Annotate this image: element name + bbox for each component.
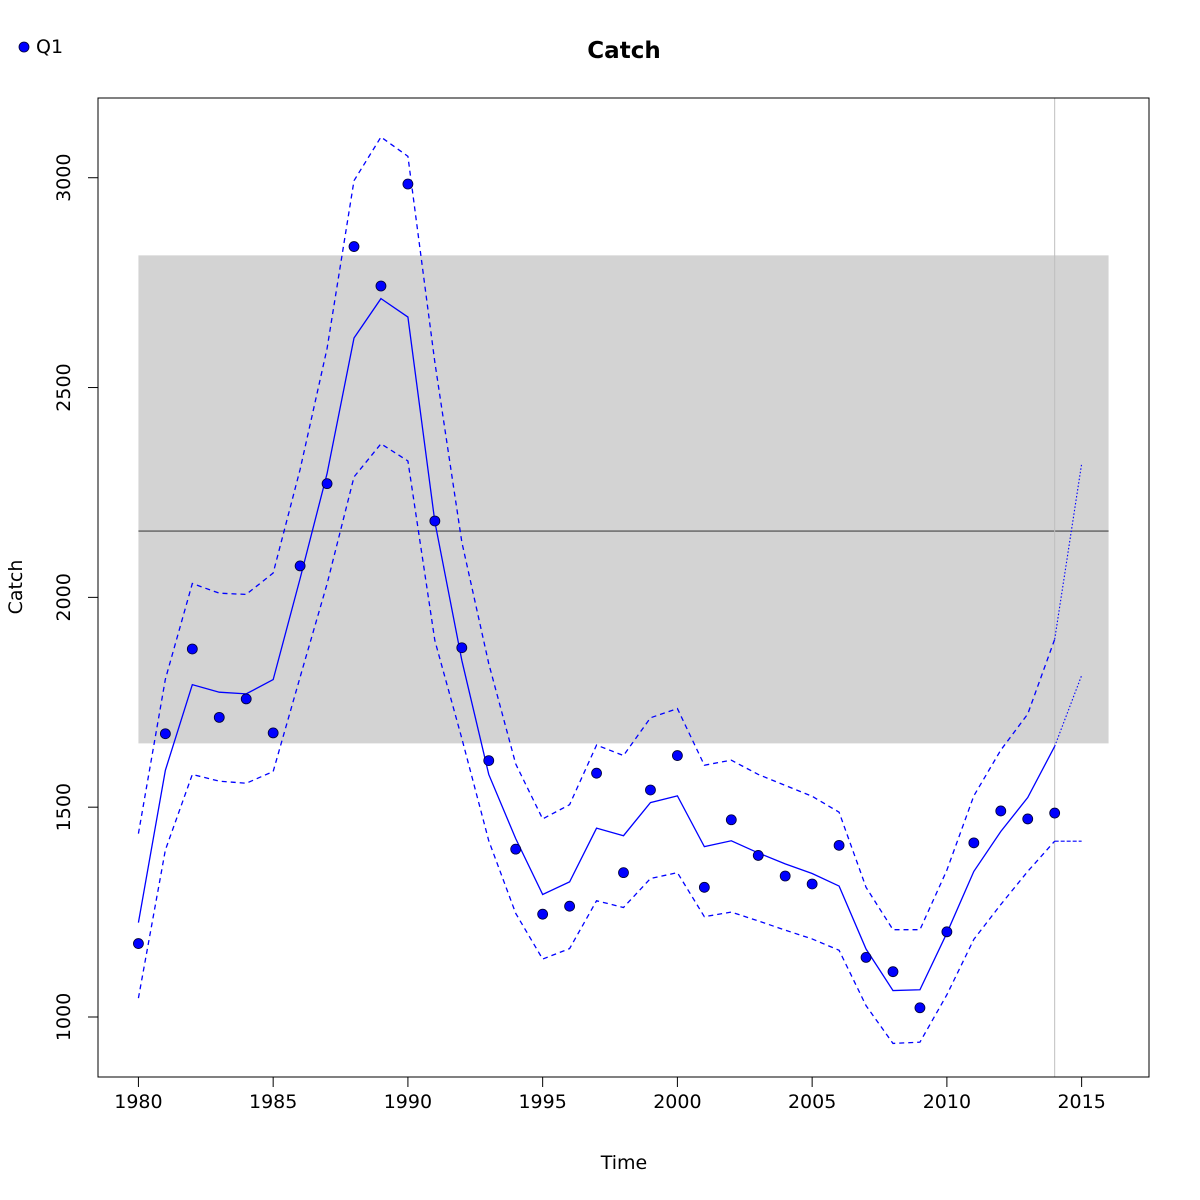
reference-band-layer	[138, 98, 1109, 1077]
data-point	[294, 560, 306, 572]
legend-marker-q1	[18, 41, 30, 53]
data-point	[618, 867, 629, 879]
x-tick-label: 2010	[923, 1091, 971, 1113]
data-point	[321, 478, 333, 490]
legend-label-q1: Q1	[36, 36, 63, 58]
data-point	[914, 1002, 926, 1014]
data-point	[645, 784, 656, 796]
data-point	[833, 839, 845, 851]
data-point	[968, 837, 980, 849]
axes-layer: 1980 1985 1990 1995 2000 2005 2010 2015 1000 1500…	[53, 154, 1106, 1113]
x-tick-label: 2000	[653, 1091, 701, 1113]
forecast-fitted-line	[1054, 675, 1083, 747]
upper-ci-line	[137, 136, 1056, 931]
data-point	[1022, 813, 1034, 825]
data-point	[725, 814, 737, 826]
fitted-line	[137, 297, 1056, 992]
x-tick-label: 2015	[1057, 1091, 1105, 1113]
legend: Q1	[18, 36, 63, 58]
data-point	[240, 693, 252, 705]
lower-ci-line	[137, 442, 1056, 1045]
reference-band	[138, 255, 1109, 744]
data-point	[456, 642, 468, 654]
data-point	[213, 711, 225, 723]
data-point	[564, 900, 576, 912]
data-point	[159, 728, 171, 740]
data-point	[186, 643, 198, 655]
forecast-upper-line	[1054, 463, 1083, 640]
y-tick-label: 1500	[53, 783, 75, 831]
x-tick-label: 1985	[249, 1091, 297, 1113]
x-tick-label: 2005	[788, 1091, 836, 1113]
y-tick-label: 3000	[53, 154, 75, 202]
chart-title: Catch	[587, 38, 660, 64]
data-point	[375, 280, 387, 292]
data-point	[806, 878, 818, 890]
data-point	[402, 178, 414, 190]
data-point	[698, 881, 710, 893]
y-tick-label: 2000	[53, 573, 75, 621]
series-lines-layer	[137, 136, 1083, 1045]
y-tick-label: 2500	[53, 363, 75, 411]
x-tick-label: 1995	[518, 1091, 566, 1113]
data-point	[779, 870, 791, 882]
y-tick-label: 1000	[53, 993, 75, 1041]
data-point	[887, 966, 899, 978]
data-point	[995, 805, 1007, 817]
data-point	[267, 727, 279, 739]
data-point	[133, 938, 144, 949]
x-axis-title: Time	[600, 1152, 648, 1174]
y-axis-title: Catch	[5, 560, 27, 615]
data-point	[429, 515, 441, 527]
data-point	[510, 843, 522, 855]
data-point	[752, 850, 764, 861]
data-point	[483, 755, 495, 766]
data-point	[348, 241, 360, 252]
x-tick-label: 1980	[114, 1091, 162, 1113]
data-point	[537, 908, 549, 920]
data-point	[941, 926, 953, 938]
observed-points-layer	[133, 178, 1061, 1014]
data-point	[591, 767, 602, 779]
x-tick-label: 1990	[384, 1091, 432, 1113]
data-point	[671, 750, 683, 761]
data-point	[1049, 807, 1061, 819]
data-point	[860, 952, 872, 963]
